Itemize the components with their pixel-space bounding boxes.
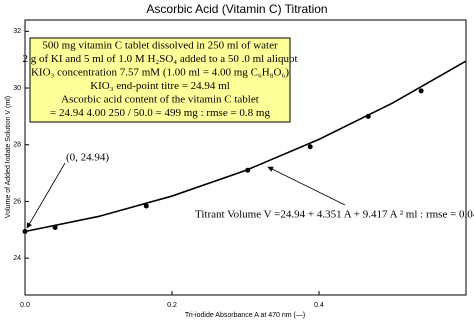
x-tick-label: 0.0 xyxy=(20,302,30,309)
annotation-line: = 24.94 4.00 250 / 50.0 = 499 mg : rmse … xyxy=(50,107,270,119)
intercept-arrow xyxy=(26,162,66,229)
x-tick-label: 0.2 xyxy=(167,302,177,309)
equation-label: Titrant Volume V =24.94 + 4.351 A + 9.41… xyxy=(195,209,474,221)
data-point xyxy=(418,88,424,94)
y-tick-label: 32 xyxy=(13,28,21,35)
y-tick-label: 28 xyxy=(13,142,21,149)
annotation-line: KIO₃ concentration 7.57 mM (1.00 ml = 4.… xyxy=(31,67,289,79)
equation-arrow xyxy=(267,166,346,206)
plot-frame xyxy=(24,19,467,296)
x-tick-label: 0.4 xyxy=(314,302,324,309)
fit-curve xyxy=(24,60,467,233)
y-tick-label: 26 xyxy=(13,198,21,205)
annotation-line: KIO₃ end-point titre = 24.94 ml xyxy=(90,80,230,92)
y-axis-label: Volume of Added Iodate Solution V (ml) xyxy=(5,96,12,218)
annotation-box xyxy=(29,37,291,123)
annotation-line: 500 mg vitamin C tablet dissolved in 250… xyxy=(42,40,278,52)
chart-title: Ascorbic Acid (Vitamin C) Titration xyxy=(146,2,327,16)
data-point xyxy=(143,203,149,209)
intercept-label: (0, 24.94) xyxy=(66,152,109,164)
annotation-line: 2 g of KI and 5 ml of 1.0 M H₂SO₄ added … xyxy=(23,53,298,65)
data-point xyxy=(307,144,313,150)
y-tick-label: 30 xyxy=(13,85,21,92)
x-axis-label: Tri-iodide Absorbance A at 470 nm (—) xyxy=(185,312,305,319)
annotation-line: Ascorbic acid content of the vitamin C t… xyxy=(61,94,259,106)
y-tick-label: 24 xyxy=(13,255,21,262)
